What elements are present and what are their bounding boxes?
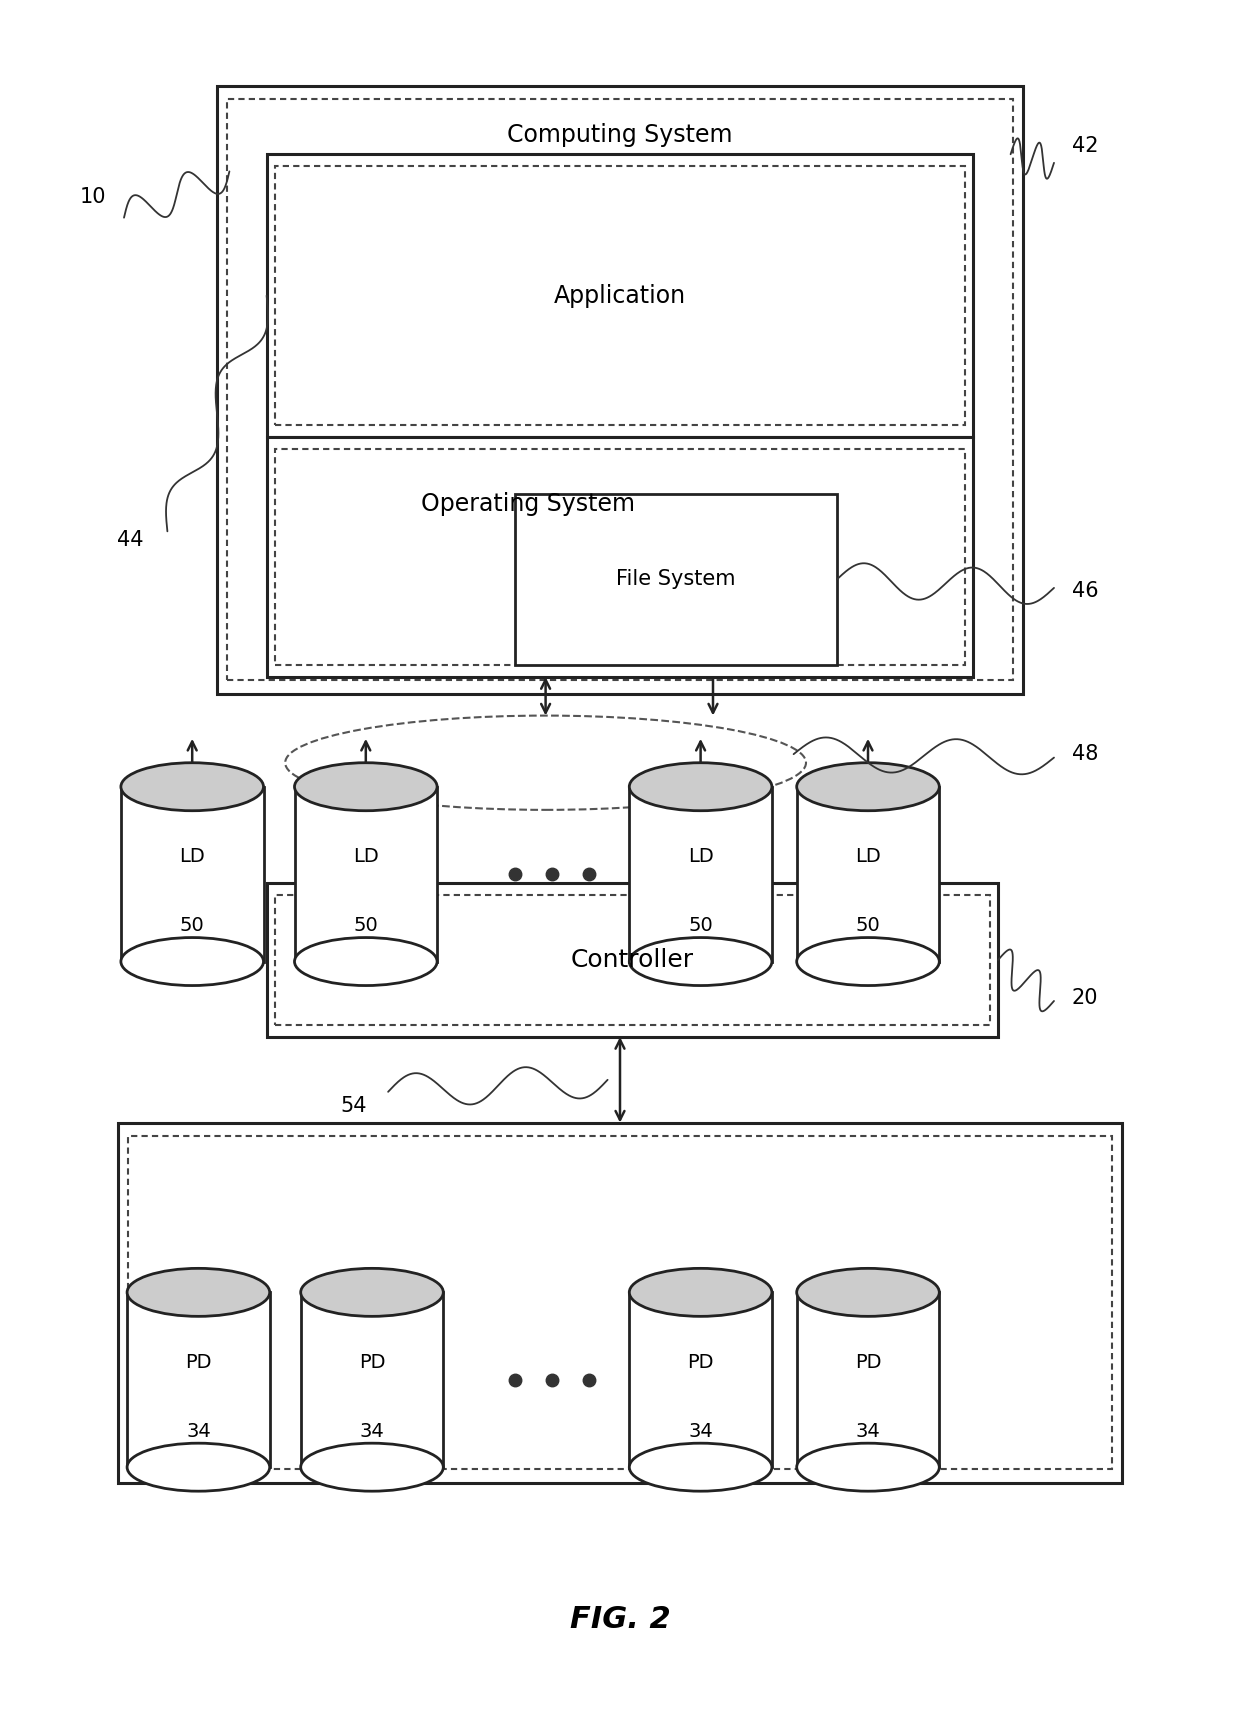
Text: 34: 34 — [360, 1421, 384, 1441]
Ellipse shape — [797, 1443, 940, 1491]
Bar — [629, 787, 771, 962]
Text: Operating System: Operating System — [422, 492, 635, 516]
Ellipse shape — [797, 1268, 940, 1316]
Bar — [275, 895, 990, 1025]
Bar — [796, 787, 940, 962]
Bar — [122, 787, 263, 962]
Bar — [118, 1123, 1122, 1483]
Text: Controller: Controller — [570, 948, 694, 972]
Text: 50: 50 — [180, 915, 205, 936]
Text: 54: 54 — [340, 1095, 367, 1116]
Text: LD: LD — [856, 847, 880, 867]
Bar — [128, 1136, 1112, 1469]
Text: 10: 10 — [79, 187, 107, 207]
Text: 50: 50 — [353, 915, 378, 936]
Text: LD: LD — [688, 847, 713, 867]
Ellipse shape — [294, 938, 436, 986]
Ellipse shape — [294, 763, 436, 811]
Bar — [217, 86, 1023, 694]
Text: LD: LD — [180, 847, 205, 867]
Text: File System: File System — [616, 569, 735, 590]
Bar — [275, 166, 965, 425]
Text: PD: PD — [687, 1352, 714, 1373]
Ellipse shape — [300, 1443, 444, 1491]
Ellipse shape — [629, 938, 771, 986]
Text: 50: 50 — [688, 915, 713, 936]
Bar — [267, 883, 998, 1037]
Bar — [300, 1292, 444, 1467]
Bar — [267, 154, 973, 437]
Text: PD: PD — [358, 1352, 386, 1373]
Bar — [275, 449, 965, 665]
Text: PD: PD — [185, 1352, 212, 1373]
Bar — [227, 99, 1013, 680]
Ellipse shape — [629, 763, 771, 811]
Text: 42: 42 — [1071, 135, 1099, 156]
Ellipse shape — [629, 1443, 771, 1491]
Ellipse shape — [300, 1268, 444, 1316]
Text: Application: Application — [554, 283, 686, 309]
Ellipse shape — [797, 938, 940, 986]
Bar — [295, 787, 438, 962]
Text: 48: 48 — [1071, 744, 1099, 764]
Bar — [128, 1292, 270, 1467]
Ellipse shape — [629, 1268, 771, 1316]
Ellipse shape — [120, 763, 263, 811]
Text: 34: 34 — [688, 1421, 713, 1441]
Text: PD: PD — [854, 1352, 882, 1373]
Text: 34: 34 — [856, 1421, 880, 1441]
Bar — [515, 494, 837, 665]
Text: LD: LD — [353, 847, 378, 867]
Text: 20: 20 — [1071, 987, 1099, 1008]
Text: 34: 34 — [186, 1421, 211, 1441]
Text: Computing System: Computing System — [507, 123, 733, 147]
Text: 50: 50 — [856, 915, 880, 936]
Bar — [796, 1292, 940, 1467]
Ellipse shape — [128, 1268, 270, 1316]
Ellipse shape — [285, 715, 806, 811]
Bar — [629, 1292, 771, 1467]
Bar — [267, 437, 973, 677]
Text: 46: 46 — [1071, 581, 1099, 602]
Ellipse shape — [797, 763, 940, 811]
Ellipse shape — [128, 1443, 270, 1491]
Ellipse shape — [120, 938, 263, 986]
Text: 44: 44 — [117, 530, 144, 550]
Text: FIG. 2: FIG. 2 — [569, 1606, 671, 1633]
